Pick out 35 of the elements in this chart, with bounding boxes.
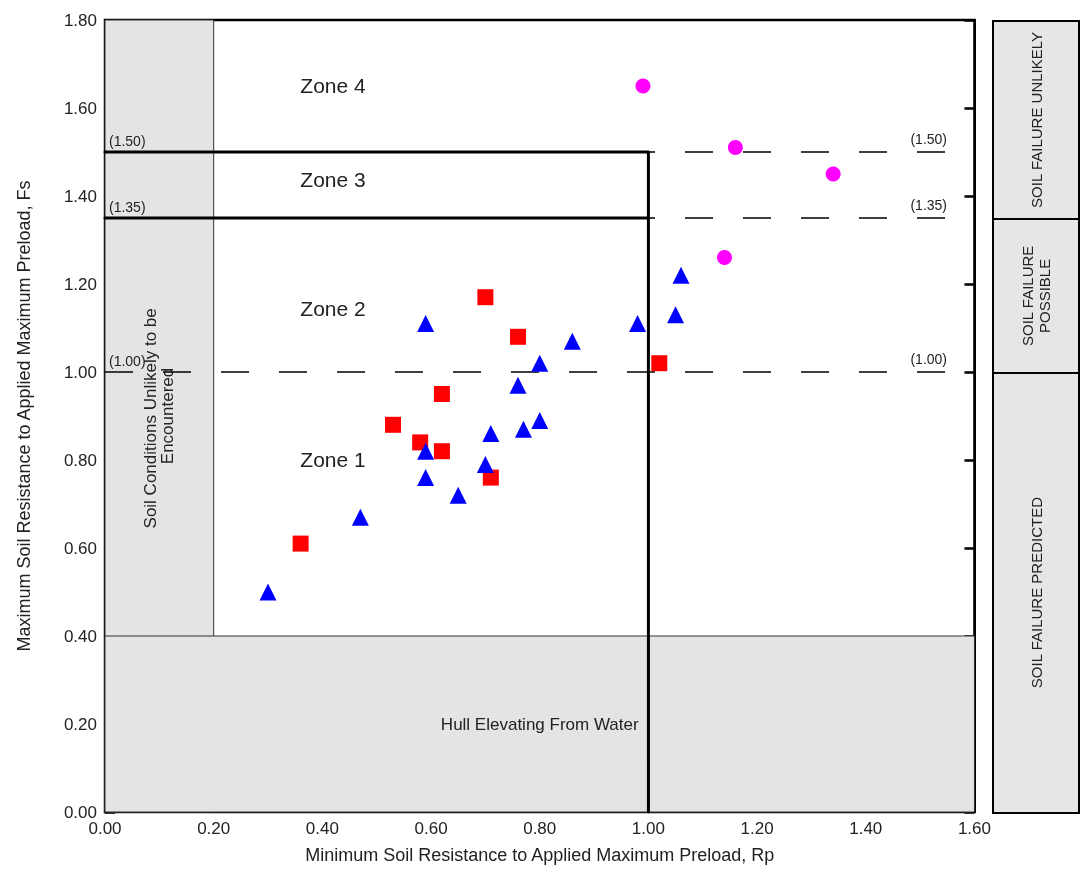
ref-line-label: (1.50)	[109, 133, 146, 149]
y-tick-label: 1.20	[63, 274, 97, 294]
x-tick-label: 0.00	[88, 819, 122, 838]
x-tick-label: 0.40	[305, 819, 339, 838]
x-tick-label: 1.40	[849, 819, 883, 838]
x-tick-label: 0.80	[523, 819, 557, 838]
x-tick-label: 0.60	[414, 819, 448, 838]
x-tick-label: 1.00	[631, 819, 665, 838]
y-tick-label: 0.20	[63, 714, 97, 734]
ref-line-label: (1.00)	[109, 353, 146, 369]
band-label: Hull Elevating From Water	[440, 714, 639, 734]
y-tick-label: 0.00	[63, 802, 97, 822]
annotation: Zone 3	[300, 167, 366, 191]
y-axis-title: Maximum Soil Resistance to Applied Maximum Preload, Fs	[14, 180, 34, 652]
y-tick-label: 1.60	[63, 98, 97, 118]
annotation: Zone 1	[300, 447, 366, 471]
x-tick-label: 1.60	[957, 819, 991, 838]
y-tick-label: 1.40	[63, 186, 97, 206]
annotation: Zone 4	[300, 74, 366, 98]
annotation: Zone 2	[300, 296, 366, 320]
text: SOIL FAILURE POSSIBLE	[1019, 244, 1053, 349]
text: (1.00)	[910, 351, 948, 367]
ref-line-label: (1.35)	[109, 199, 146, 215]
text: (1.35)	[910, 197, 948, 213]
y-tick-label: 0.60	[63, 538, 97, 558]
y-tick-label: 1.00	[63, 362, 97, 382]
text: SOIL FAILURE UNLIKELY	[1027, 32, 1045, 208]
y-tick-label: 1.80	[63, 10, 97, 30]
y-tick-label: 0.80	[63, 450, 97, 470]
y-tick-label: 0.40	[63, 626, 97, 646]
x-tick-label: 1.20	[740, 819, 774, 838]
x-axis-title: Minimum Soil Resistance to Applied Maximum Preload, Rp	[305, 845, 775, 865]
text: (1.50)	[910, 131, 948, 147]
text: SOIL FAILURE PREDICTED	[1027, 497, 1045, 689]
x-tick-label: 0.20	[197, 819, 231, 838]
